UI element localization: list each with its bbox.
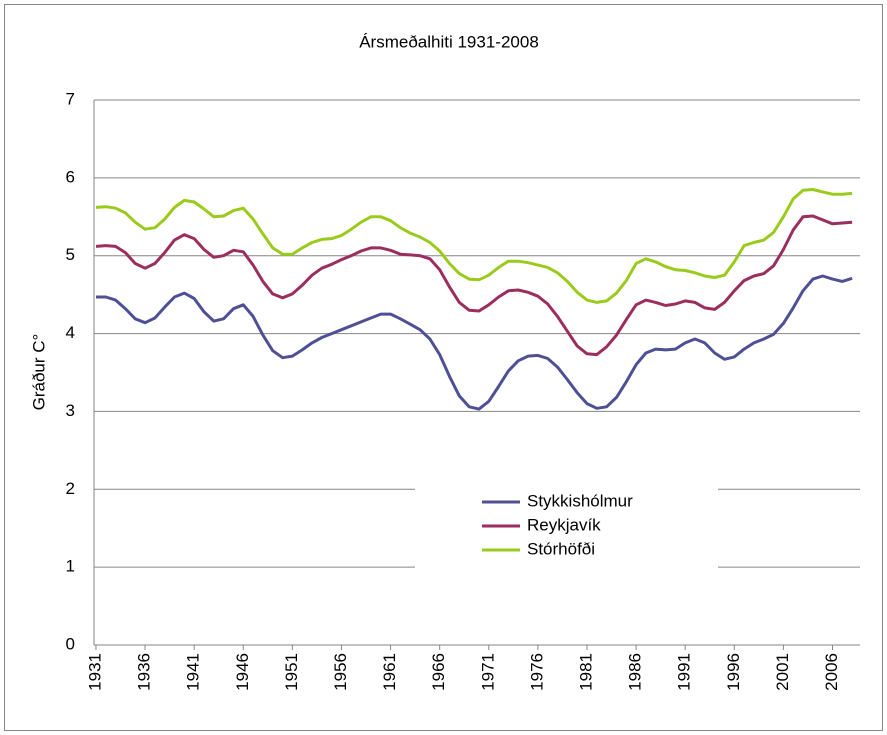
x-tick-label: 1961 — [380, 653, 399, 691]
x-tick-label: 1951 — [282, 653, 301, 691]
y-tick-label: 2 — [66, 479, 75, 498]
y-tick-label: 7 — [66, 89, 75, 108]
x-tick-label: 2006 — [822, 653, 841, 691]
x-tick-label: 1936 — [135, 653, 154, 691]
x-tick-label: 1931 — [85, 653, 104, 691]
x-tick-label: 1976 — [527, 653, 546, 691]
legend-label: Stórhöfði — [527, 539, 595, 558]
legend: Stykkishólmur Reykjavík Stórhöfði — [415, 480, 718, 580]
x-tick-label: 1996 — [724, 653, 743, 691]
x-tick-label: 1956 — [331, 653, 350, 691]
legend-label: Reykjavík — [527, 515, 601, 534]
legend-label: Stykkishólmur — [527, 491, 633, 510]
lines — [95, 188, 853, 411]
series-line — [96, 274, 853, 411]
y-axis-label: Gráður C° — [29, 334, 48, 411]
y-tick-label: 3 — [66, 401, 75, 420]
x-tick-label: 2001 — [773, 653, 792, 691]
y-tick-label: 5 — [66, 245, 75, 264]
x-tick-label: 1986 — [626, 653, 645, 691]
x-tick-label: 1991 — [675, 653, 694, 691]
series-line — [95, 214, 853, 357]
y-tick-label: 0 — [66, 634, 75, 653]
grid: 0 1 2 3 4 5 6 7 1931 1936 1941 1946 1951 1956 1961 1966… — [66, 89, 860, 691]
x-tick-label: 1981 — [576, 653, 595, 691]
chart-border — [4, 4, 883, 731]
y-tick-label: 4 — [66, 323, 75, 342]
chart-title: Ársmeðalhiti 1931-2008 — [359, 32, 539, 51]
series-line — [95, 188, 853, 304]
x-tick-label: 1971 — [478, 653, 497, 691]
x-tick-label: 1941 — [184, 653, 203, 691]
y-tick-label: 6 — [66, 167, 75, 186]
x-tick-label: 1966 — [429, 653, 448, 691]
legend-box — [415, 480, 718, 580]
y-tick-label: 1 — [66, 557, 75, 576]
x-tick-label: 1946 — [233, 653, 252, 691]
